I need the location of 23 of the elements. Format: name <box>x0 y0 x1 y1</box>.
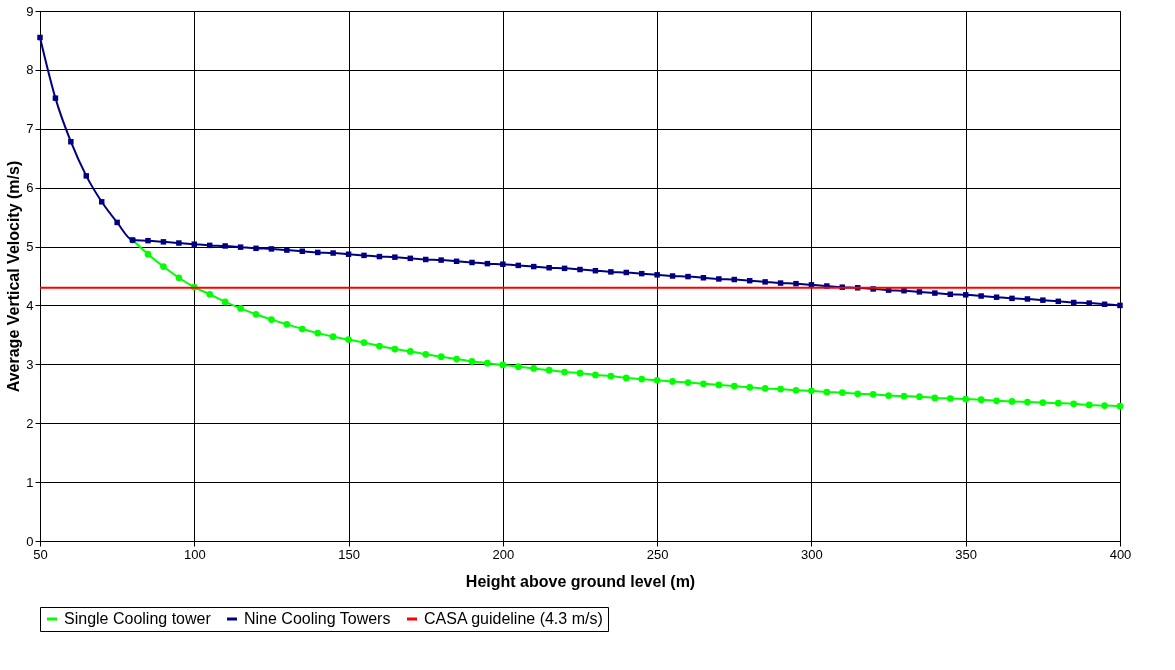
x-axis-title: Height above ground level (m) <box>465 572 696 590</box>
y-tick-label: 1 <box>26 474 34 490</box>
x-tick-label: 150 <box>338 546 360 562</box>
x-tick-label: 50 <box>33 546 48 562</box>
y-tick-label: 6 <box>26 180 34 196</box>
y-tick-label: 4 <box>26 297 34 313</box>
legend-label: Nine Cooling Towers <box>244 610 391 627</box>
x-tick-label: 350 <box>955 546 978 562</box>
x-tick-label: 400 <box>1109 546 1132 562</box>
x-tick-label: 300 <box>801 546 823 562</box>
x-tick-label: 100 <box>183 546 206 562</box>
y-tick-label: 5 <box>26 239 34 255</box>
y-tick-label: 9 <box>26 3 34 19</box>
legend-label: Single Cooling tower <box>64 610 212 627</box>
y-tick-label: 8 <box>26 62 34 78</box>
x-tick-label: 200 <box>492 546 515 562</box>
y-tick-label: 0 <box>26 533 34 549</box>
y-tick-label: 3 <box>26 356 34 372</box>
legend-label: CASA guideline (4.3 m/s) <box>424 610 603 627</box>
y-tick-label: 7 <box>26 121 34 137</box>
y-axis-title: Average Vertical Velocity (m/s) <box>5 160 23 393</box>
x-tick-label: 250 <box>646 546 669 562</box>
y-tick-label: 2 <box>26 415 34 431</box>
